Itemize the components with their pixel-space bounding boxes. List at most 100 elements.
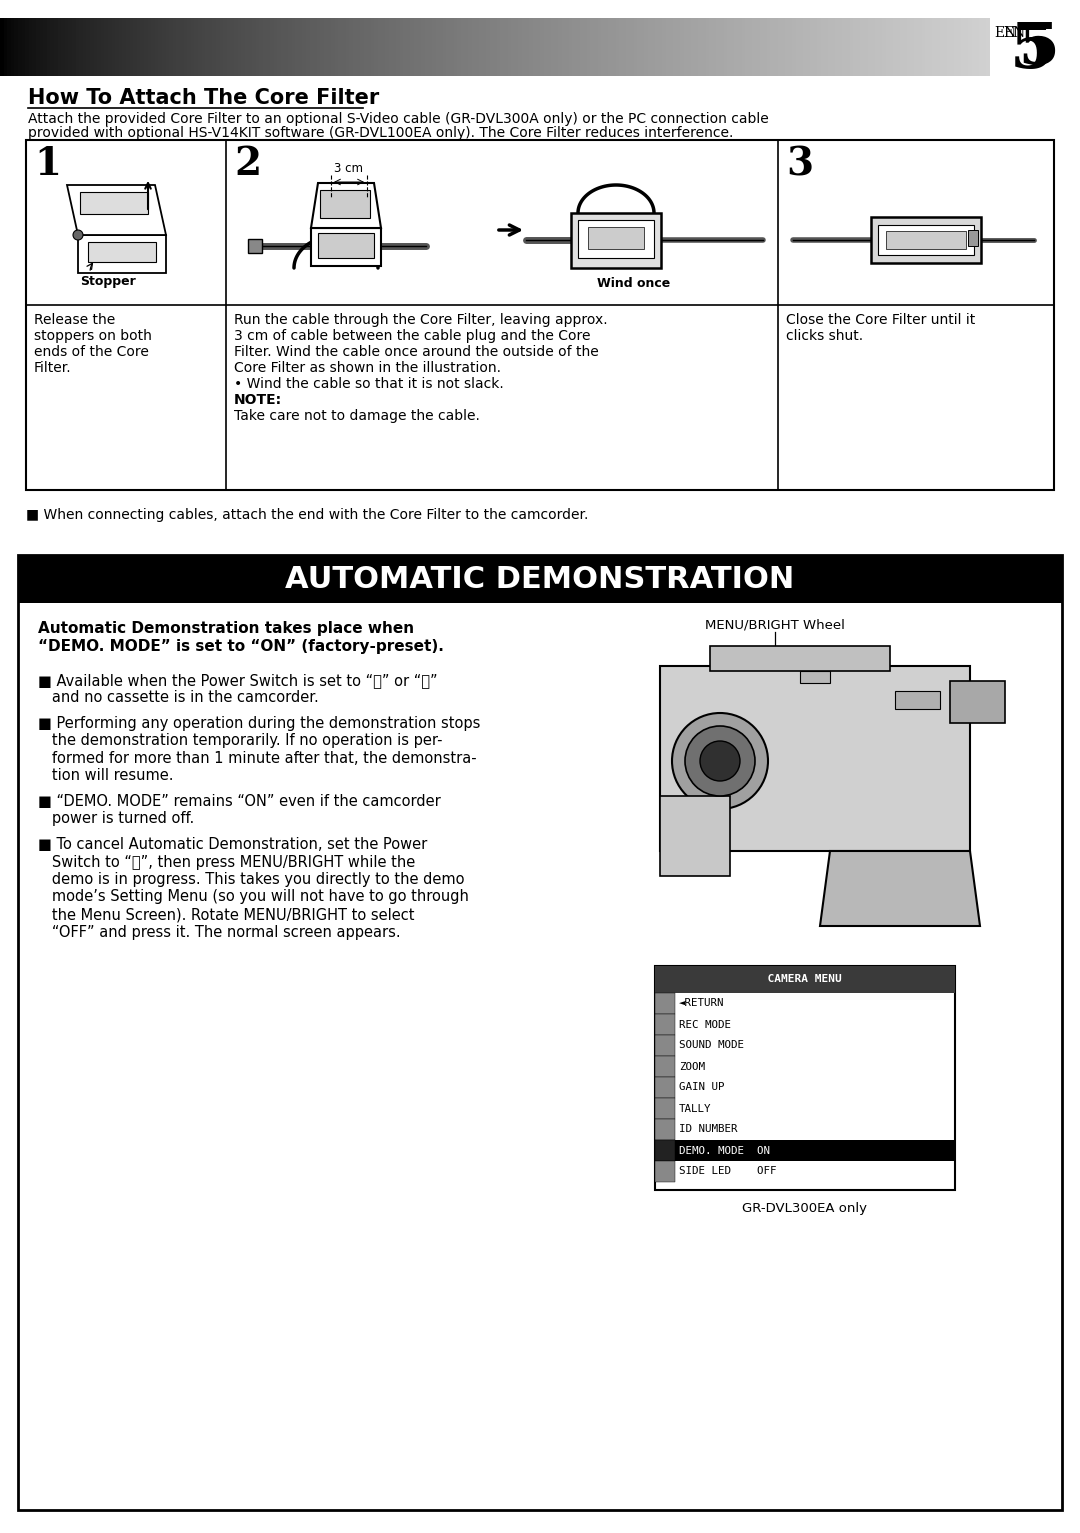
Bar — [234, 18, 238, 77]
Bar — [654, 1013, 675, 1035]
Bar — [424, 18, 429, 77]
Bar — [311, 228, 381, 267]
Bar — [824, 18, 828, 77]
Bar — [245, 18, 248, 77]
Text: Filter.: Filter. — [33, 360, 71, 376]
Bar — [435, 18, 440, 77]
Bar — [310, 18, 313, 77]
Bar — [662, 18, 666, 77]
Bar — [810, 18, 813, 77]
Text: Attach the provided Core Filter to an optional S-Video cable (GR-DVL300A only) o: Attach the provided Core Filter to an op… — [28, 112, 769, 126]
Bar — [1072, 18, 1077, 77]
Bar — [381, 18, 386, 77]
Text: AUTOMATIC DEMONSTRATION: AUTOMATIC DEMONSTRATION — [285, 564, 795, 593]
Bar — [349, 18, 353, 77]
Text: EN: EN — [1003, 26, 1025, 40]
Bar — [654, 1035, 675, 1056]
Bar — [518, 18, 522, 77]
Bar — [654, 1141, 675, 1160]
Bar — [990, 18, 994, 77]
Bar — [248, 18, 252, 77]
Bar — [867, 18, 872, 77]
Bar — [213, 18, 216, 77]
Bar — [338, 18, 342, 77]
Bar — [1037, 18, 1040, 77]
Bar — [634, 18, 637, 77]
Bar — [792, 18, 796, 77]
Bar — [202, 18, 205, 77]
Bar — [889, 18, 893, 77]
Bar — [571, 213, 661, 268]
Bar — [572, 18, 576, 77]
Bar — [964, 18, 969, 77]
Bar — [745, 18, 748, 77]
Bar — [1069, 18, 1072, 77]
Bar — [162, 18, 165, 77]
Bar — [238, 18, 241, 77]
Bar — [489, 18, 494, 77]
Bar — [1048, 18, 1051, 77]
Bar — [666, 18, 670, 77]
Text: CAMERA MENU: CAMERA MENU — [754, 975, 855, 984]
Text: 3 cm: 3 cm — [335, 162, 364, 175]
Bar — [130, 18, 133, 77]
Bar — [895, 691, 940, 708]
Bar — [288, 18, 292, 77]
Bar — [0, 18, 3, 77]
Bar — [270, 18, 273, 77]
Bar — [40, 18, 43, 77]
Bar — [511, 18, 515, 77]
Text: ◄RETURN: ◄RETURN — [679, 998, 725, 1009]
Bar — [670, 18, 673, 77]
Bar — [875, 18, 878, 77]
Bar — [97, 18, 100, 77]
Bar — [483, 18, 486, 77]
Bar — [468, 18, 472, 77]
Bar — [68, 18, 72, 77]
Bar — [986, 18, 990, 77]
Bar — [367, 18, 370, 77]
Bar — [11, 18, 14, 77]
Text: ■ Available when the Power Switch is set to “Ａ” or “Ｍ”: ■ Available when the Power Switch is set… — [38, 673, 437, 688]
Bar — [562, 18, 565, 77]
Bar — [526, 18, 529, 77]
Bar — [950, 681, 1005, 724]
Text: DEMO. MODE  ON: DEMO. MODE ON — [679, 1145, 770, 1156]
Bar — [62, 18, 65, 77]
Bar — [654, 1078, 675, 1098]
Bar — [645, 18, 648, 77]
Bar — [660, 796, 730, 875]
Bar — [108, 18, 111, 77]
Bar — [1008, 18, 1012, 77]
Text: Wind once: Wind once — [597, 277, 671, 290]
Bar — [18, 555, 1062, 602]
Bar — [205, 18, 208, 77]
Bar — [1001, 18, 1004, 77]
Bar — [529, 18, 532, 77]
Bar — [522, 18, 526, 77]
Bar — [774, 18, 778, 77]
Bar — [904, 18, 907, 77]
Bar — [870, 218, 981, 264]
Bar — [861, 18, 864, 77]
Bar — [651, 18, 656, 77]
Bar — [1015, 18, 1018, 77]
Bar — [990, 18, 1080, 77]
Bar — [353, 18, 356, 77]
Bar — [975, 18, 980, 77]
Bar — [640, 18, 645, 77]
Bar — [122, 18, 126, 77]
Polygon shape — [820, 851, 980, 926]
Bar — [781, 18, 785, 77]
Bar — [994, 18, 997, 77]
Bar — [983, 18, 986, 77]
Bar — [947, 18, 950, 77]
Bar — [208, 18, 213, 77]
Bar — [731, 18, 734, 77]
Bar — [605, 18, 608, 77]
Text: demo is in progress. This takes you directly to the demo: demo is in progress. This takes you dire… — [38, 872, 464, 888]
Bar — [1062, 18, 1066, 77]
Bar — [842, 18, 846, 77]
Bar — [500, 18, 504, 77]
Polygon shape — [67, 185, 166, 235]
